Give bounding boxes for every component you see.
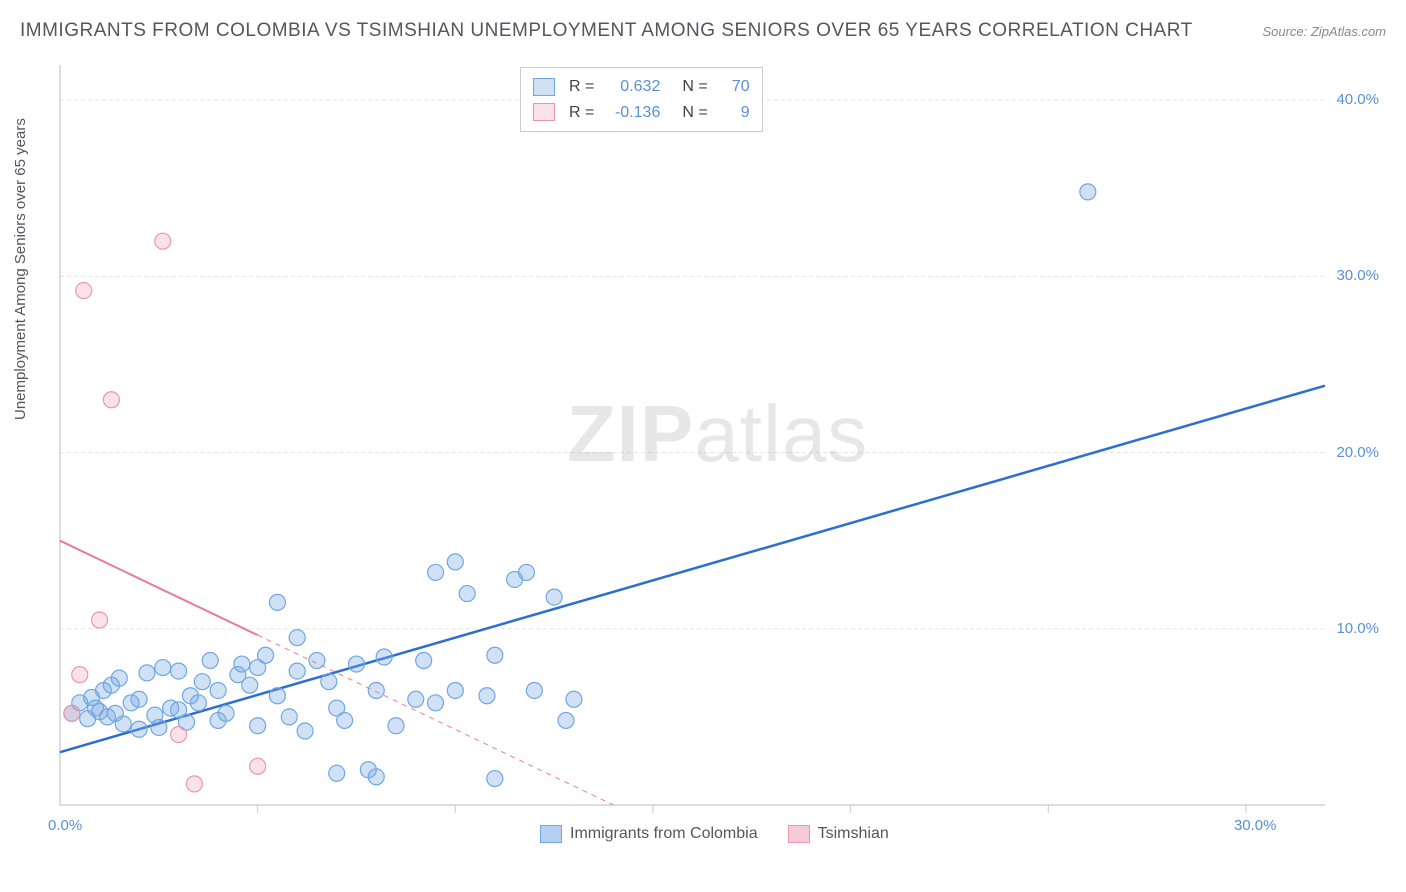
y-axis-label: Unemployment Among Seniors over 65 years xyxy=(12,118,29,420)
y-tick-label: 30.0% xyxy=(1336,267,1379,284)
correlation-stats-box: R = 0.632 N = 70 R = -0.136 N = 9 xyxy=(520,67,763,132)
scatter-plot xyxy=(50,55,1385,845)
chart-title: IMMIGRANTS FROM COLOMBIA VS TSIMSHIAN UN… xyxy=(20,20,1193,42)
n-value: 70 xyxy=(718,74,750,100)
x-tick-label: 0.0% xyxy=(48,817,82,834)
series-swatch xyxy=(533,103,555,121)
source-attribution: Source: ZipAtlas.com xyxy=(1262,24,1386,39)
series-legend: Immigrants from Colombia Tsimshian xyxy=(540,825,889,843)
stats-row: R = 0.632 N = 70 xyxy=(533,74,750,100)
y-tick-label: 20.0% xyxy=(1336,444,1379,461)
legend-label: Immigrants from Colombia xyxy=(570,825,758,843)
y-tick-label: 10.0% xyxy=(1336,620,1379,637)
r-value: -0.136 xyxy=(604,100,660,126)
r-label: R = xyxy=(569,74,594,100)
legend-label: Tsimshian xyxy=(818,825,889,843)
r-value: 0.632 xyxy=(604,74,660,100)
legend-item: Immigrants from Colombia xyxy=(540,825,758,843)
x-tick-label: 30.0% xyxy=(1234,817,1277,834)
legend-swatch xyxy=(788,825,810,843)
n-value: 9 xyxy=(718,100,750,126)
stats-row: R = -0.136 N = 9 xyxy=(533,100,750,126)
legend-swatch xyxy=(540,825,562,843)
r-label: R = xyxy=(569,100,594,126)
legend-item: Tsimshian xyxy=(788,825,889,843)
series-swatch xyxy=(533,78,555,96)
y-tick-label: 40.0% xyxy=(1336,91,1379,108)
n-label: N = xyxy=(682,100,707,126)
n-label: N = xyxy=(682,74,707,100)
chart-area: ZIPatlas R =0.632N =70R =-0.136N =9 Immi… xyxy=(50,55,1385,845)
